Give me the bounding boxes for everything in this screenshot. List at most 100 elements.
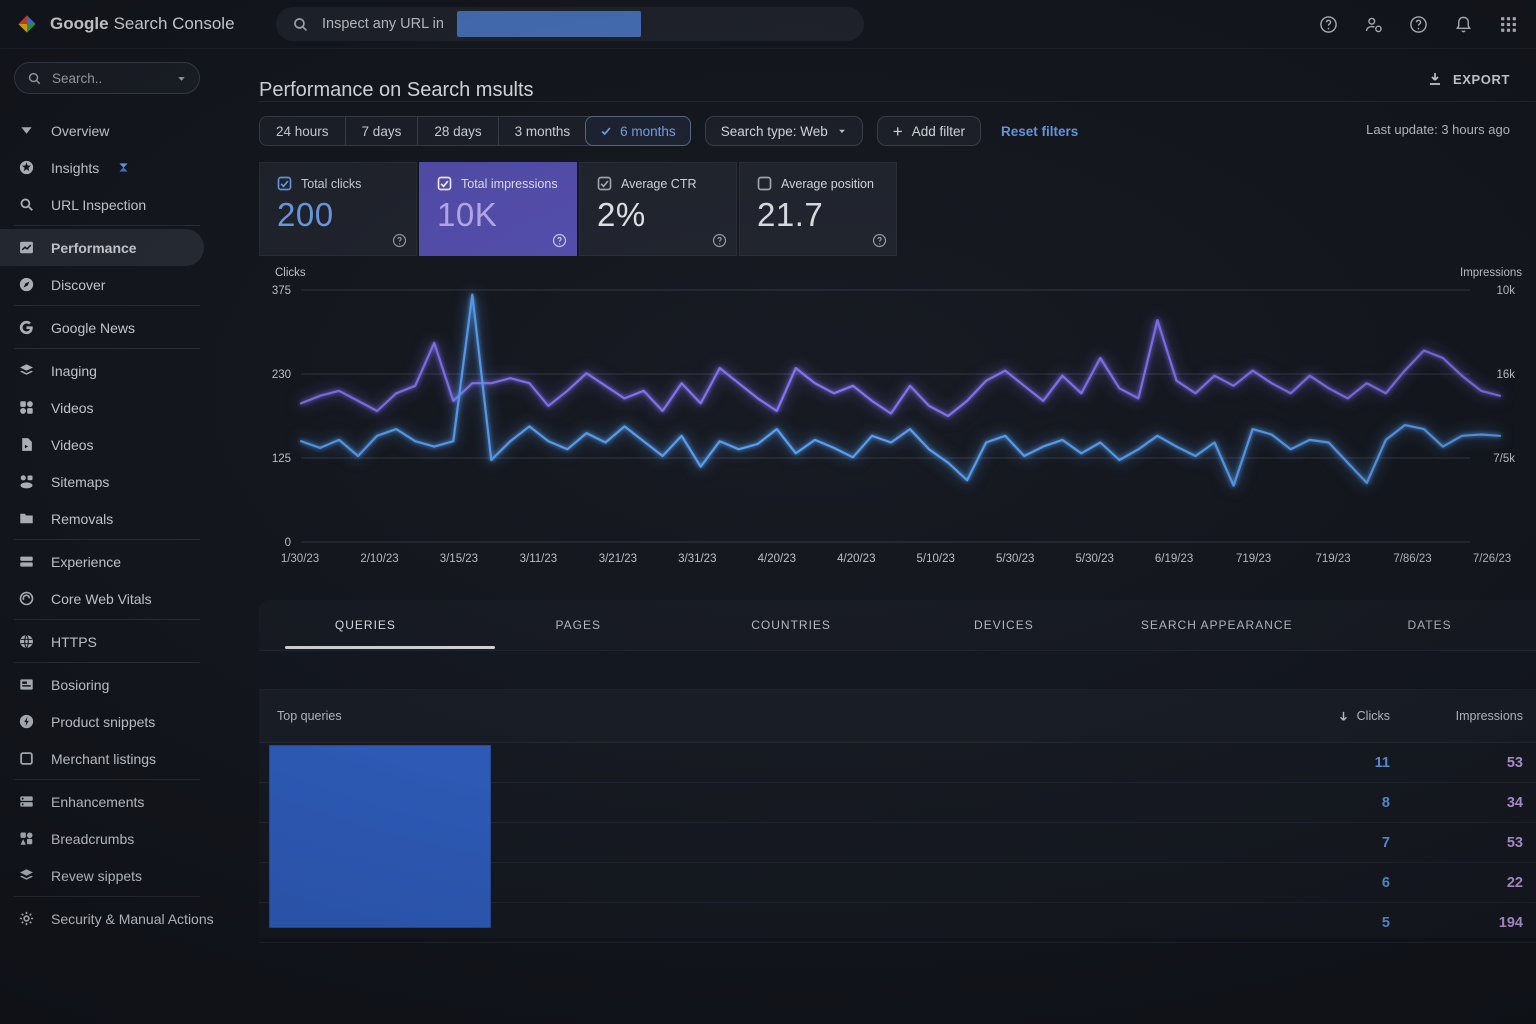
sidebar-item-core-web-vitals[interactable]: Core Web Vitals	[0, 580, 204, 617]
sidebar-item-label: Performance	[51, 239, 137, 256]
metric-card-average-position[interactable]: Average position 21.7	[739, 162, 897, 256]
time-range-24-hours[interactable]: 24 hours	[260, 117, 345, 145]
sidebar-item-revew-sippets[interactable]: Revew sippets	[0, 857, 204, 894]
reset-filters-link[interactable]: Reset filters	[1000, 123, 1079, 139]
url-inspect-search[interactable]: Inspect any URL in	[276, 7, 864, 41]
property-selector[interactable]: Search..	[14, 62, 200, 94]
sidebar-item-videos[interactable]: Videos	[0, 389, 204, 426]
tab-search-appearance[interactable]: SEARCH APPEARANCE	[1140, 618, 1293, 632]
sidebar-item-discover[interactable]: Discover	[0, 266, 204, 303]
svg-text:3/21/23: 3/21/23	[599, 553, 637, 565]
panel-spacer	[259, 651, 1536, 690]
row-clicks-value: 5	[1381, 914, 1390, 931]
checkbox-checked-icon[interactable]	[437, 176, 452, 191]
search-console-logo-icon	[14, 11, 40, 37]
question-circle-icon[interactable]	[712, 233, 727, 248]
account-add-icon[interactable]	[1364, 15, 1383, 34]
metric-card-total-clicks[interactable]: Total clicks 200	[259, 162, 417, 256]
brand-text: Google Search Console	[50, 14, 235, 34]
metric-card-total-impressions[interactable]: Total impressions 10K	[419, 162, 577, 256]
apps-grid-icon[interactable]	[1499, 15, 1518, 34]
removals-icon	[19, 511, 34, 526]
sidebar-item-security-manual-actions[interactable]: Security & Manual Actions	[0, 900, 214, 937]
sidebar-nav: Overview Insights URL Inspection Performanc…	[0, 112, 240, 937]
clicks-column-header[interactable]: Clicks	[1337, 709, 1390, 723]
time-range-7-days[interactable]: 7 days	[344, 117, 418, 145]
check-icon	[600, 125, 612, 137]
time-range-label: 24 hours	[276, 123, 329, 139]
sidebar-item-label: Insights	[51, 159, 100, 176]
videos-page-icon	[19, 437, 34, 452]
time-range-28-days[interactable]: 28 days	[417, 117, 497, 145]
sidebar-item-bosioring[interactable]: Bosioring	[0, 666, 204, 703]
sidebar-item-label: Revew sippets	[51, 867, 143, 884]
sidebar-item-videos[interactable]: Videos	[0, 426, 204, 463]
sidebar-item-url-inspection[interactable]: URL Inspection	[0, 186, 204, 223]
redacted-url	[456, 11, 641, 37]
merchant-listings-icon	[19, 751, 34, 766]
sidebar-item-google-news[interactable]: Google News	[0, 309, 204, 346]
add-filter-button[interactable]: + Add filter	[876, 116, 981, 146]
tab-bar: QUERIES PAGES COUNTRIES DEVICES SEARCH APPEA…	[259, 600, 1536, 651]
sidebar-item-removals[interactable]: Removals	[0, 500, 204, 537]
question-circle-icon[interactable]	[552, 233, 567, 248]
table-row[interactable]: 5 194	[259, 903, 1536, 943]
table-header: Top queries Clicks Impressions	[259, 690, 1536, 743]
sidebar-item-enhancements[interactable]: Enhancements	[0, 783, 204, 820]
chevron-down-icon	[176, 73, 187, 84]
help-icon[interactable]	[1409, 15, 1428, 34]
performance-icon	[19, 240, 34, 255]
notifications-icon[interactable]	[1454, 15, 1473, 34]
metric-card-header: Average position	[757, 176, 896, 191]
time-range-3-months[interactable]: 3 months	[497, 117, 587, 145]
sidebar-item-breadcrumbs[interactable]: Breadcrumbs	[0, 820, 204, 857]
table-rows: 11 53 8 34 7 53 6 22 5 194	[259, 743, 1536, 943]
time-range-6-months[interactable]: 6 months	[585, 116, 691, 146]
sidebar-item-inaging[interactable]: Inaging	[0, 352, 204, 389]
sidebar-item-product-snippets[interactable]: Product snippets	[0, 703, 204, 740]
search-type-dropdown[interactable]: Search type: Web	[704, 116, 863, 146]
search-icon	[292, 16, 309, 33]
impressions-column-header[interactable]: Impressions	[1455, 709, 1523, 723]
images-icon	[19, 363, 34, 378]
tab-pages[interactable]: PAGES	[555, 618, 601, 632]
brand[interactable]: Google Search Console	[0, 11, 244, 37]
sidebar-item-merchant-listings[interactable]: Merchant listings	[0, 740, 204, 777]
sidebar-item-experience[interactable]: Experience	[0, 543, 204, 580]
svg-text:125: 125	[272, 453, 291, 465]
tab-devices[interactable]: DEVICES	[974, 618, 1034, 632]
help-icon[interactable]	[1319, 15, 1338, 34]
header-actions	[1319, 0, 1518, 48]
sidebar-item-label: Discover	[51, 276, 106, 293]
question-circle-icon[interactable]	[392, 233, 407, 248]
svg-text:7/5k: 7/5k	[1493, 453, 1515, 465]
checkbox-unchecked-icon[interactable]	[757, 176, 772, 191]
tab-queries[interactable]: QUERIES	[334, 618, 396, 632]
metric-card-average-ctr[interactable]: Average CTR 2%	[579, 162, 737, 256]
table-row[interactable]: 8 34	[259, 783, 1536, 823]
table-row[interactable]: 6 22	[259, 863, 1536, 903]
sidebar-item-label: Core Web Vitals	[51, 590, 152, 607]
table-row[interactable]: 11 53	[259, 743, 1536, 783]
tab-countries[interactable]: COUNTRIES	[751, 618, 831, 632]
export-button[interactable]: EXPORT	[1427, 71, 1510, 87]
sidebar-item-performance[interactable]: Performance	[0, 229, 204, 266]
sidebar-item-https[interactable]: HTTPS	[0, 623, 204, 660]
sidebar-item-label: Google News	[51, 319, 136, 336]
checkbox-checked-icon[interactable]	[277, 176, 292, 191]
sidebar-divider	[14, 305, 200, 306]
product-snippets-icon	[19, 714, 34, 729]
metric-cards: Total clicks 200 Total impressions 10K Avera…	[259, 162, 897, 256]
overview-triangle-icon	[19, 123, 34, 138]
sidebar-item-sitemaps[interactable]: Sitemaps	[0, 463, 204, 500]
tab-dates[interactable]: DATES	[1407, 618, 1452, 632]
table-row[interactable]: 7 53	[259, 823, 1536, 863]
metric-label: Average position	[781, 176, 874, 191]
metric-card-header: Total clicks	[277, 176, 416, 191]
videos-grid-icon	[19, 400, 34, 415]
checkbox-checked-icon[interactable]	[597, 176, 612, 191]
sidebar-item-insights[interactable]: Insights	[0, 149, 204, 186]
question-circle-icon[interactable]	[872, 233, 887, 248]
sidebar-item-overview[interactable]: Overview	[0, 112, 204, 149]
